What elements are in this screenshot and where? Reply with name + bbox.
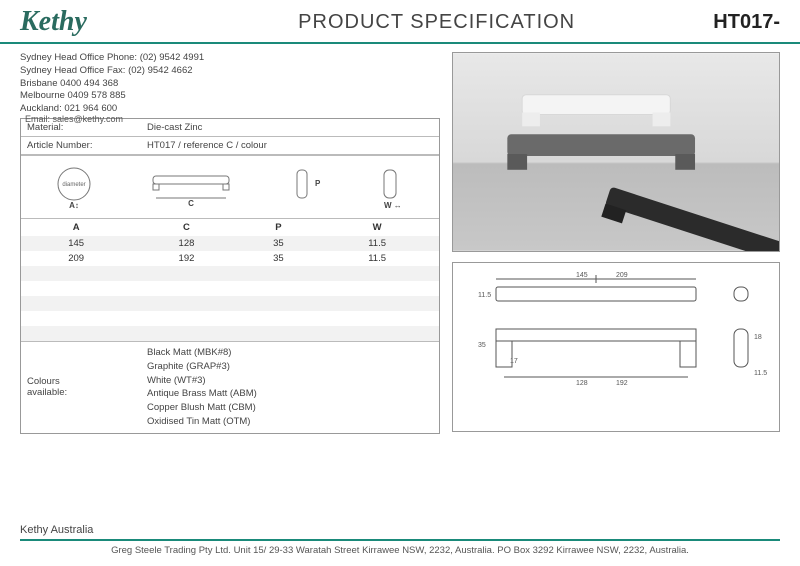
spec-table: Material: Die-cast Zinc Email: sales@ket…	[20, 118, 440, 434]
colours-row: Colours available: Black Matt (MBK#8) Gr…	[21, 341, 439, 433]
diagram-p-icon: P	[279, 164, 329, 210]
technical-drawing: 145 209 11.5 35 128 192 17 18 11.5	[452, 262, 780, 432]
article-label: Article Number:	[21, 137, 141, 154]
footer-address: Greg Steele Trading Pty Ltd. Unit 15/ 29…	[20, 545, 780, 556]
diagram-a-icon: diameter A↕	[44, 164, 104, 210]
contact-line: Sydney Head Office Phone: (02) 9542 4991	[20, 52, 440, 65]
colours-list: Black Matt (MBK#8) Graphite (GRAP#3) Whi…	[141, 342, 439, 433]
footer: Kethy Australia Greg Steele Trading Pty …	[0, 518, 800, 566]
diagram-w-icon: W ↔	[366, 164, 416, 210]
footer-brand: Kethy Australia	[20, 518, 780, 539]
logo: Kethy	[20, 6, 160, 38]
colour-item: Graphite (GRAP#3)	[147, 360, 433, 374]
svg-text:W ↔: W ↔	[384, 201, 402, 210]
svg-text:C: C	[188, 199, 194, 208]
page-title: PRODUCT SPECIFICATION	[160, 11, 713, 34]
svg-text:11.5: 11.5	[754, 370, 767, 377]
right-column: 145 209 11.5 35 128 192 17 18 11.5	[452, 52, 780, 434]
footer-rule	[20, 539, 780, 541]
colour-item: Antique Brass Matt (ABM)	[147, 387, 433, 401]
contact-line: Sydney Head Office Fax: (02) 9542 4662	[20, 65, 440, 78]
contact-line: Brisbane 0400 494 368	[20, 78, 440, 91]
svg-text:P: P	[315, 179, 321, 188]
body: Sydney Head Office Phone: (02) 9542 4991…	[0, 44, 800, 434]
left-column: Sydney Head Office Phone: (02) 9542 4991…	[20, 52, 440, 434]
diagram-c-icon: C	[141, 164, 241, 210]
col-W: W	[315, 219, 439, 237]
col-A: A	[21, 219, 131, 237]
article-value: HT017 / reference C / colour	[141, 137, 439, 154]
svg-text:192: 192	[616, 380, 628, 387]
dimension-diagrams: diameter A↕ C P W ↔	[21, 155, 439, 218]
svg-text:A↕: A↕	[69, 201, 79, 210]
dimensions-table: A C P W 145 128 35 11.5 209 192 35 11.5	[21, 218, 439, 341]
colour-item: White (WT#3)	[147, 374, 433, 388]
svg-text:145: 145	[576, 272, 588, 279]
product-photo	[452, 52, 780, 252]
colour-item: Copper Blush Matt (CBM)	[147, 401, 433, 415]
svg-text:209: 209	[616, 272, 628, 279]
svg-text:diameter: diameter	[62, 182, 85, 188]
colour-item: Oxidised Tin Matt (OTM)	[147, 415, 433, 429]
colour-item: Black Matt (MBK#8)	[147, 346, 433, 360]
col-C: C	[131, 219, 241, 237]
svg-text:35: 35	[478, 342, 486, 349]
table-row: 209 192 35 11.5	[21, 251, 439, 266]
material-value: Die-cast Zinc	[141, 119, 439, 136]
contact-line: Melbourne 0409 578 885	[20, 90, 440, 103]
contact-line: Email: sales@kethy.com	[25, 114, 123, 124]
product-sku: HT017-	[713, 11, 780, 34]
svg-text:128: 128	[576, 380, 588, 387]
col-P: P	[242, 219, 316, 237]
svg-text:17: 17	[510, 358, 518, 365]
header: Kethy PRODUCT SPECIFICATION HT017-	[0, 0, 800, 44]
svg-text:18: 18	[754, 334, 762, 341]
svg-text:11.5: 11.5	[478, 292, 491, 299]
contact-block: Sydney Head Office Phone: (02) 9542 4991…	[20, 52, 440, 116]
table-row: 145 128 35 11.5	[21, 236, 439, 251]
colours-label: Colours available:	[21, 342, 141, 433]
